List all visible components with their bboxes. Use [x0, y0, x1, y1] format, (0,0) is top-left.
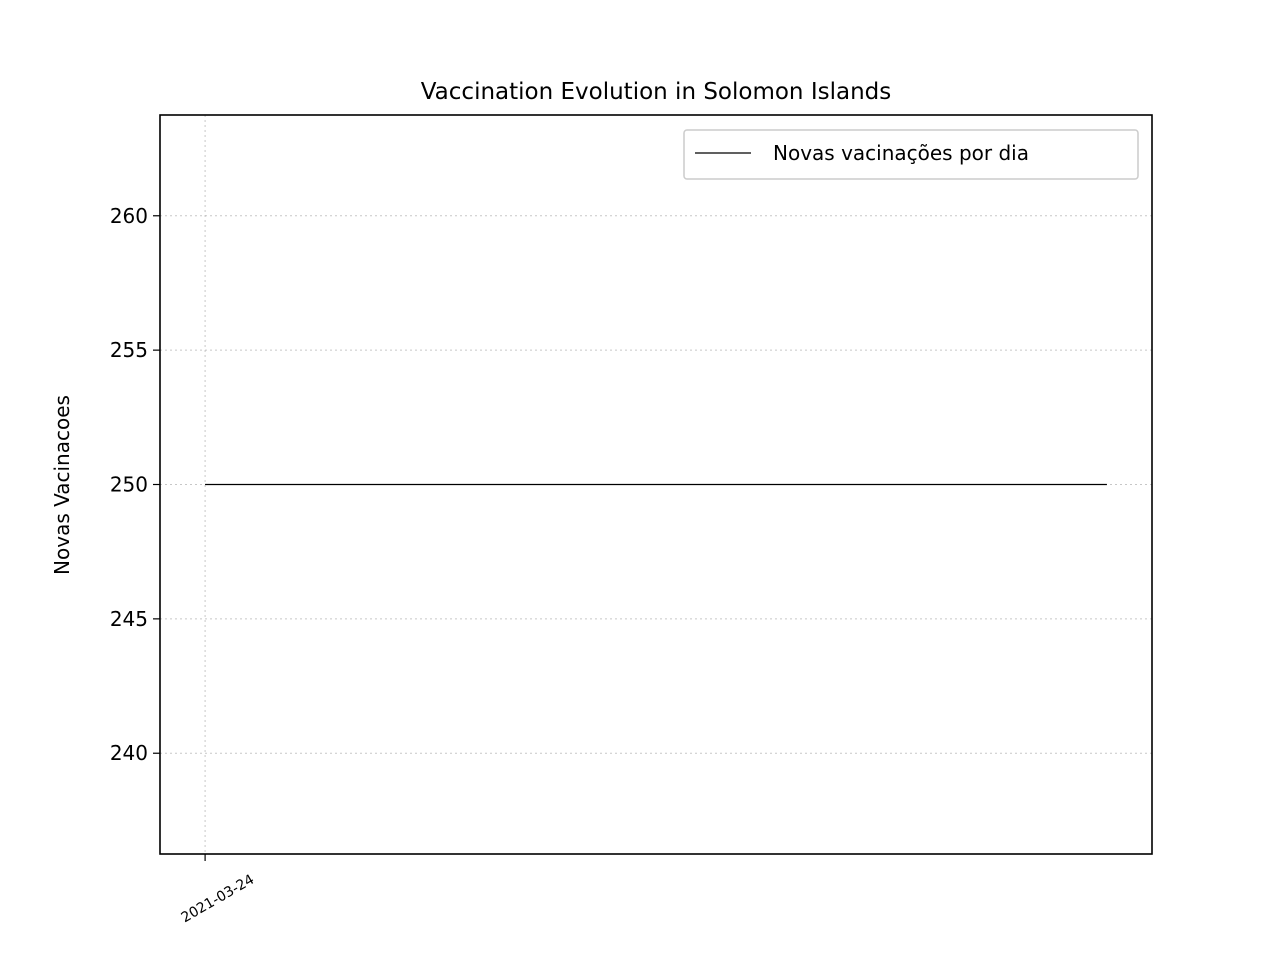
legend-box — [683, 129, 1139, 180]
y-tick-label: 250 — [110, 473, 148, 497]
chart-title: Vaccination Evolution in Solomon Islands — [421, 79, 892, 105]
y-axis-label: Novas Vacinacoes — [50, 395, 74, 575]
legend-label: Novas vacinações por dia — [773, 141, 1029, 165]
y-tick-label: 260 — [110, 204, 148, 228]
y-tick-label: 255 — [110, 338, 148, 362]
y-tick-label: 240 — [110, 741, 148, 765]
plot-frame — [159, 114, 1153, 855]
y-tick-label: 245 — [110, 607, 148, 631]
